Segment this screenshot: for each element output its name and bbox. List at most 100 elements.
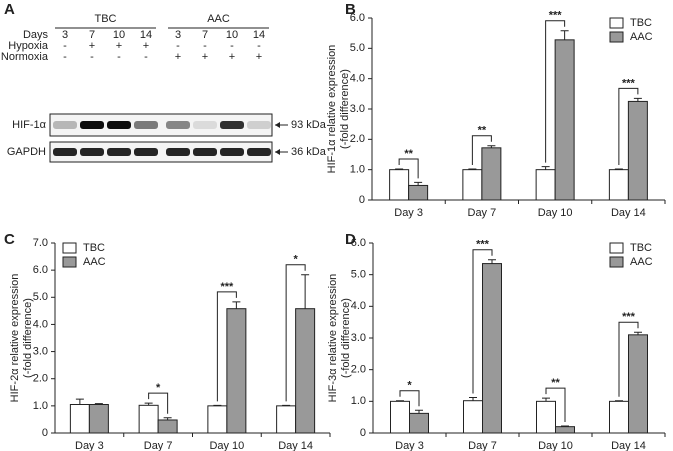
blot-cell: + <box>202 51 208 63</box>
legend-swatch <box>62 256 77 268</box>
significance-bracket <box>472 249 493 394</box>
y-axis-label: (-fold difference) <box>22 298 34 378</box>
error-bar <box>396 400 404 402</box>
blot-cell: 3 <box>62 29 68 41</box>
bar <box>157 419 178 434</box>
y-tick-label: 5.0 <box>350 42 365 54</box>
y-tick-label: 1.0 <box>33 400 48 412</box>
x-tick-label: Day 10 <box>538 440 573 451</box>
legend-label: AAC <box>630 31 653 43</box>
bar <box>138 404 159 434</box>
bar <box>554 39 575 201</box>
significance-bracket <box>618 87 639 166</box>
blot-band <box>220 121 244 129</box>
error-bar <box>615 400 623 402</box>
error-bar <box>469 397 477 401</box>
blot-band <box>193 121 217 129</box>
significance-label: *** <box>220 281 234 293</box>
blot-cell: 7 <box>202 29 208 41</box>
legend-swatch <box>609 31 624 43</box>
y-tick-label: 7.0 <box>33 237 48 249</box>
error-bar <box>634 331 642 335</box>
significance-bracket <box>285 264 306 402</box>
bar <box>207 405 228 434</box>
blot-band <box>107 148 131 156</box>
error-bar <box>541 166 550 170</box>
error-bar <box>301 274 310 309</box>
significance-label: *** <box>622 311 636 323</box>
y-tick-label: 6.0 <box>350 12 365 24</box>
blot-band <box>247 148 271 156</box>
x-tick-label: Day 14 <box>278 440 313 451</box>
legend-label: TBC <box>630 17 652 29</box>
x-tick-label: Day 7 <box>468 207 497 219</box>
error-bar <box>468 168 477 170</box>
significance-bracket <box>216 291 237 402</box>
significance-label: *** <box>476 239 490 251</box>
x-tick-label: Day 10 <box>209 440 244 451</box>
significance-label: ** <box>404 148 413 160</box>
y-tick-label: 3.0 <box>350 103 365 115</box>
bar <box>462 169 483 201</box>
blot-band <box>220 148 244 156</box>
y-tick-label: 0 <box>360 427 366 439</box>
bar <box>69 404 90 434</box>
error-bar <box>75 398 84 405</box>
error-bar <box>414 181 423 186</box>
band-size: 36 kDa <box>291 146 327 158</box>
bar <box>482 263 502 434</box>
blot-cell: 14 <box>253 29 265 41</box>
y-tick-label: 6.0 <box>351 237 366 249</box>
y-axis-label: HIF-2α relative expression <box>9 274 21 403</box>
blot-cell: 7 <box>89 29 95 41</box>
blot-cell: - <box>230 40 234 52</box>
bar <box>276 405 297 434</box>
bar <box>390 400 410 434</box>
y-axis-label: HIF-1α relative expression <box>326 45 338 174</box>
blot-band <box>80 121 104 129</box>
significance-label: * <box>293 254 298 266</box>
significance-label: *** <box>622 77 636 89</box>
error-bar <box>232 301 241 309</box>
x-tick-label: Day 3 <box>394 207 423 219</box>
bar <box>88 404 109 434</box>
error-bar <box>213 404 222 406</box>
x-tick-label: Day 7 <box>468 440 497 451</box>
x-tick-label: Day 3 <box>75 440 104 451</box>
error-bar <box>633 97 642 102</box>
error-bar <box>94 403 103 405</box>
bar <box>409 412 429 434</box>
blot-cell: - <box>176 40 180 52</box>
y-tick-label: 1.0 <box>351 395 366 407</box>
group-label: AAC <box>207 13 230 25</box>
y-tick-label: 1.0 <box>350 164 365 176</box>
legend-swatch <box>609 242 624 254</box>
blot-cell: 10 <box>226 29 238 41</box>
significance-bracket <box>545 387 566 423</box>
blot-cell: - <box>257 40 261 52</box>
blot-cell: + <box>256 51 262 63</box>
y-tick-label: 0 <box>359 194 365 206</box>
bar <box>226 308 247 434</box>
blot-cell: - <box>144 51 148 63</box>
row-label: Normoxia <box>1 51 49 63</box>
panel-label: D <box>345 231 356 248</box>
error-bar <box>614 168 623 170</box>
legend-label: AAC <box>630 256 653 268</box>
y-tick-label: 2.0 <box>33 373 48 385</box>
x-tick-label: Day 10 <box>538 207 573 219</box>
bar <box>389 169 410 201</box>
x-tick-label: Day 7 <box>144 440 173 451</box>
bar <box>481 147 502 201</box>
blot-band <box>166 121 190 129</box>
y-tick-label: 0 <box>42 427 48 439</box>
blot-cell: - <box>117 51 121 63</box>
bar <box>295 308 316 434</box>
significance-label: * <box>407 380 412 392</box>
x-tick-label: Day 14 <box>611 440 646 451</box>
legend-label: AAC <box>83 256 106 268</box>
significance-bracket <box>398 158 419 179</box>
significance-bracket <box>399 390 420 407</box>
y-tick-label: 5.0 <box>33 291 48 303</box>
arrow-head <box>275 122 280 128</box>
